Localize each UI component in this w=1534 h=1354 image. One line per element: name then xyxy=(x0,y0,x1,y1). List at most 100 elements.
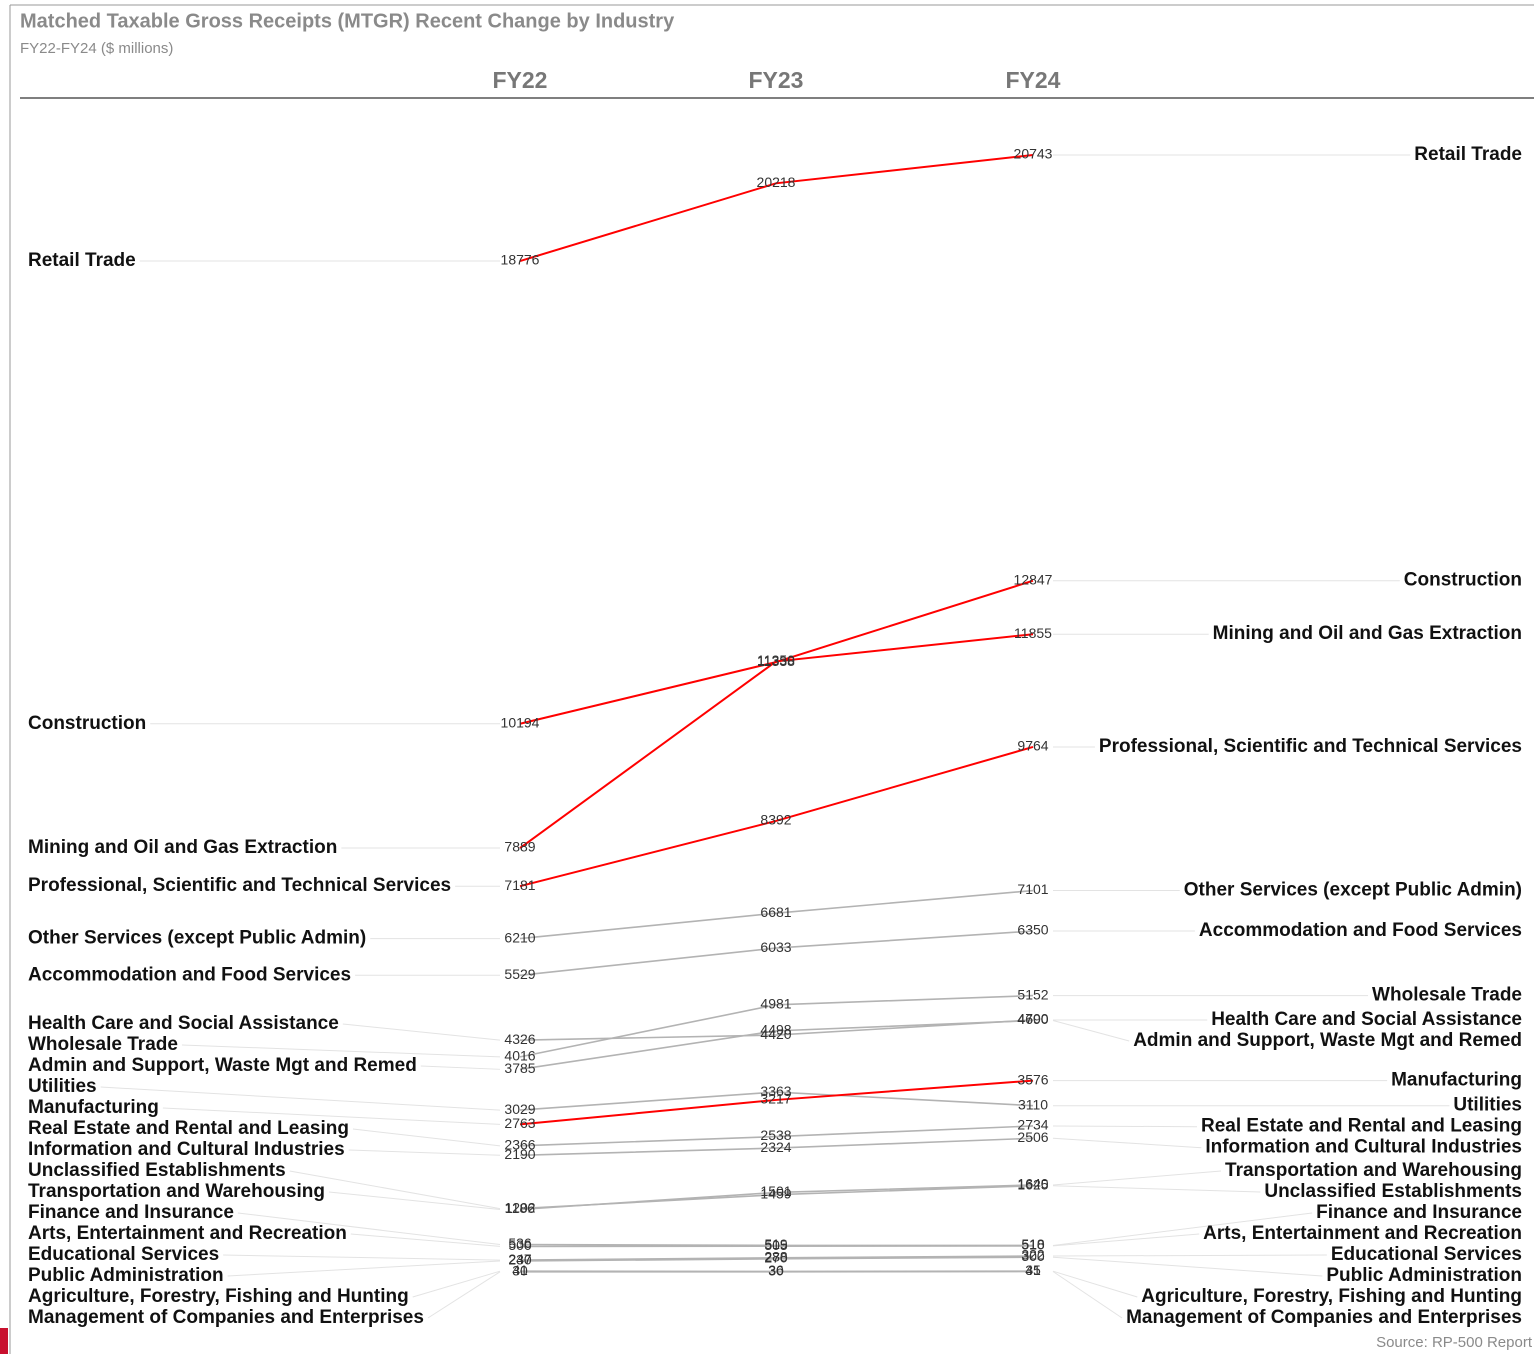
value-label: 11350 xyxy=(757,652,795,668)
value-label: 1640 xyxy=(1017,1176,1048,1192)
series-label-left: Information and Cultural Industries xyxy=(28,1139,345,1160)
series-label-right: Other Services (except Public Admin) xyxy=(1184,880,1522,901)
column-header: FY22 xyxy=(493,67,548,93)
value-label: 3217 xyxy=(760,1091,791,1107)
value-label: 3785 xyxy=(504,1060,535,1076)
series-label-left: Unclassified Establishments xyxy=(28,1160,286,1181)
series-label-left: Utilities xyxy=(28,1076,97,1097)
series-label-right: Finance and Insurance xyxy=(1316,1202,1522,1223)
series-label-right: Construction xyxy=(1404,570,1522,591)
slopes xyxy=(519,153,1034,1273)
value-label: 4700 xyxy=(1017,1011,1048,1027)
value-label: 35 xyxy=(1025,1262,1041,1278)
series-label-right: Manufacturing xyxy=(1391,1070,1522,1091)
leader-line xyxy=(223,1254,501,1261)
series-label-right: Real Estate and Rental and Leasing xyxy=(1201,1116,1522,1137)
slope-line xyxy=(519,1091,1034,1111)
column-header: FY23 xyxy=(749,67,804,93)
value-label: 6350 xyxy=(1017,922,1048,938)
leader-line xyxy=(420,1065,501,1070)
series-label-left: Manufacturing xyxy=(28,1097,159,1118)
value-label: 505 xyxy=(764,1237,788,1253)
value-label: 510 xyxy=(1021,1237,1045,1253)
slope-line xyxy=(519,1079,1034,1126)
series-label-right: Educational Services xyxy=(1331,1244,1522,1265)
slope-line xyxy=(519,1137,1034,1157)
series-label-right: Retail Trade xyxy=(1414,144,1522,165)
slope-line xyxy=(519,1255,1034,1261)
value-label: 36 xyxy=(768,1262,784,1278)
value-label: 5152 xyxy=(1017,986,1048,1002)
value-label: 2324 xyxy=(760,1139,791,1155)
value-label: 247 xyxy=(508,1251,532,1267)
leader-line xyxy=(227,1260,501,1277)
value-label: 30 xyxy=(768,1262,784,1278)
leader-line xyxy=(1052,1254,1327,1257)
leader-line xyxy=(1052,1256,1323,1277)
value-label: 12847 xyxy=(1014,571,1053,587)
leader-line xyxy=(100,1086,501,1111)
value-label: 1459 xyxy=(760,1185,791,1201)
slope-line xyxy=(519,1245,1034,1248)
value-label: 4420 xyxy=(760,1026,791,1042)
leader-line xyxy=(328,1191,501,1210)
value-label: 1202 xyxy=(504,1199,535,1215)
series-label-left: Health Care and Social Assistance xyxy=(28,1013,339,1034)
slope-line xyxy=(519,1019,1034,1041)
value-label: 2538 xyxy=(760,1127,791,1143)
value-label: 5529 xyxy=(504,966,535,982)
slope-line xyxy=(519,994,1034,1058)
series-label-left: Transportation and Warehousing xyxy=(28,1181,325,1202)
value-label: 7101 xyxy=(1017,881,1048,897)
value-label: 230 xyxy=(508,1252,532,1268)
series-label-right: Arts, Entertainment and Recreation xyxy=(1203,1223,1522,1244)
value-label: 10194 xyxy=(501,714,540,730)
series-label-left: Construction xyxy=(28,713,146,734)
series-label-right: Unclassified Establishments xyxy=(1264,1181,1522,1202)
value-label: 18776 xyxy=(501,252,540,268)
series-label-right: Wholesale Trade xyxy=(1372,985,1522,1006)
leader-line xyxy=(427,1271,501,1319)
series-label-right: Accommodation and Food Services xyxy=(1199,920,1522,941)
value-label: 1186 xyxy=(505,1200,535,1216)
value-label: 6681 xyxy=(760,904,791,920)
value-label: 7889 xyxy=(504,839,535,855)
value-label: 6210 xyxy=(504,929,535,945)
series-label-left: Agriculture, Forestry, Fishing and Hunti… xyxy=(28,1286,409,1307)
value-label: 322 xyxy=(1021,1247,1045,1263)
value-label: 536 xyxy=(508,1235,532,1251)
corner-mark xyxy=(0,1328,8,1354)
value-label: 3110 xyxy=(1018,1096,1048,1112)
leader-line xyxy=(1052,1125,1198,1128)
leader-line xyxy=(1052,1185,1261,1193)
value-label: 2366 xyxy=(504,1137,535,1153)
leader-line xyxy=(342,1023,501,1041)
value-label: 500 xyxy=(508,1237,532,1253)
series-label-left: Other Services (except Public Admin) xyxy=(28,928,366,949)
value-label: 2506 xyxy=(1017,1129,1048,1145)
slope-line xyxy=(519,153,1034,263)
series-label-right: Mining and Oil and Gas Extraction xyxy=(1213,623,1522,644)
series-label-left: Professional, Scientific and Technical S… xyxy=(28,875,451,896)
series-label-right: Agriculture, Forestry, Fishing and Hunti… xyxy=(1141,1286,1522,1307)
value-label: 3029 xyxy=(504,1101,535,1117)
value-label: 7181 xyxy=(504,877,535,893)
value-label: 1625 xyxy=(1017,1176,1048,1192)
value-label: 518 xyxy=(1021,1236,1045,1252)
value-label: 9764 xyxy=(1017,738,1048,754)
value-label: 2190 xyxy=(504,1146,535,1162)
series-label-right: Public Administration xyxy=(1326,1265,1522,1286)
leader-line xyxy=(1052,1137,1202,1149)
value-label: 2734 xyxy=(1017,1117,1048,1133)
slope-line xyxy=(519,1125,1034,1147)
value-label: 300 xyxy=(1021,1248,1045,1264)
series-label-left: Accommodation and Food Services xyxy=(28,964,351,985)
leader-line xyxy=(289,1170,501,1210)
series-label-right: Health Care and Social Assistance xyxy=(1211,1009,1522,1030)
series-label-right: Management of Companies and Enterprises xyxy=(1126,1307,1522,1328)
series-label-left: Finance and Insurance xyxy=(28,1202,234,1223)
value-label: 519 xyxy=(764,1236,788,1252)
value-label: 41 xyxy=(512,1262,528,1278)
source: Source: RP-500 Report xyxy=(1376,1334,1533,1351)
